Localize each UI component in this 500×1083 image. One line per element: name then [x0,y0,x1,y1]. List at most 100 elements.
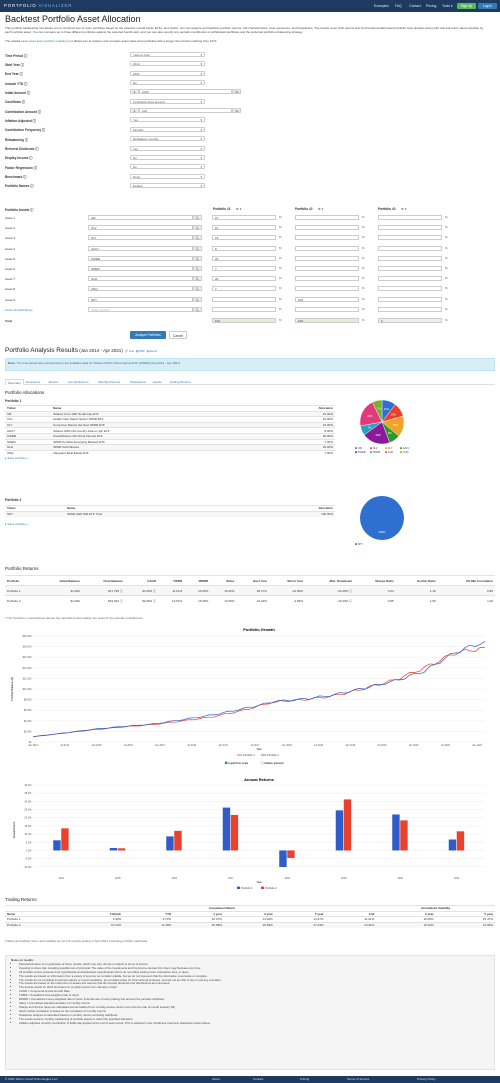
analyze-portfolios-button[interactable]: Analyze Portfolios [130,331,166,339]
save-portfolio2-link[interactable]: ▸ Save portfolio » [5,522,29,526]
nav-examples[interactable]: Examples [374,4,389,8]
nav-tools[interactable]: Tools ▾ [442,4,453,8]
search-icon[interactable]: 🔍︎ [193,235,202,241]
form-select[interactable]: Yes [130,117,205,123]
form-select[interactable]: None [130,173,205,179]
nav-contact[interactable]: Contact [409,4,421,8]
form-select[interactable]: 2014 [130,61,205,67]
tab-monthly-returns[interactable]: Monthly Returns [98,380,121,384]
allocation-input[interactable] [378,296,442,302]
allocation-input[interactable]: 7 [212,286,276,292]
allocation-input[interactable] [378,276,442,282]
info-icon[interactable]: ⓘ [31,118,36,123]
ticker-input[interactable]: Ticker symbol [88,306,193,312]
ticker-input[interactable]: IJR [88,215,193,220]
allocation-input[interactable]: 8 [212,245,276,251]
ticker-input[interactable]: KWEB [88,255,193,261]
portfolio1-gear-icon[interactable]: ⚙ ▾ [236,207,242,211]
cancel-button[interactable]: Cancel [169,331,187,339]
allocation-input[interactable] [212,306,276,312]
form-select[interactable]: No [130,80,205,85]
allocation-input[interactable] [378,266,442,271]
allocation-input[interactable] [295,306,359,312]
form-select[interactable]: No [130,164,205,170]
footer-pricing[interactable]: Pricing [300,1077,310,1081]
allocation-input[interactable] [295,255,359,261]
ticker-input[interactable]: XLV [88,225,193,231]
amount-input[interactable]: 1000 [139,89,232,95]
allocation-input[interactable] [378,306,442,312]
ticker-input[interactable]: VNQ [88,286,193,292]
link-icon[interactable]: 🔗 Link [124,349,134,353]
footer-contact[interactable]: Contact [253,1077,264,1081]
allocation-input[interactable] [378,235,442,241]
form-select[interactable]: Contribute fixed amount [130,98,205,104]
form-select[interactable]: Default [130,182,205,188]
info-icon[interactable]: ⓘ [18,72,23,77]
info-icon[interactable]: ⓘ [23,137,29,142]
footer-terms[interactable]: Terms of Service [347,1077,370,1081]
tab-annual-returns[interactable]: Annual Returns [67,380,89,384]
ticker-input[interactable]: XLY [88,235,193,241]
ticker-input[interactable]: SPY [88,296,193,302]
info-icon[interactable]: ⓘ [20,100,26,105]
search-icon[interactable]: 🔍︎ [193,306,202,312]
info-icon[interactable]: ⓘ [34,147,39,151]
info-icon[interactable]: ⓘ [23,53,28,58]
portfolio2-gear-icon[interactable]: ⚙ ▾ [318,207,324,211]
info-icon[interactable]: ⓘ [33,165,38,170]
allocation-input[interactable]: 20 [212,255,276,261]
allocation-input[interactable]: 20 [212,276,276,282]
allocation-input[interactable] [295,245,359,251]
form-select[interactable]: Year-to-Year [130,52,205,57]
info-icon[interactable]: ⓘ [26,90,31,95]
amount-input[interactable]: 100 [139,108,232,114]
nav-pricing[interactable]: Pricing [426,4,437,8]
allocation-input[interactable]: 15 [212,235,276,241]
allocation-input[interactable] [295,225,359,231]
allocation-input[interactable] [378,286,442,292]
form-select[interactable]: Yes [130,145,205,151]
info-icon[interactable]: ⓘ [36,109,42,114]
allocation-input[interactable] [295,276,359,282]
related-tool-link[interactable]: asset class level portfolio modeling too… [21,39,74,43]
allocation-input[interactable]: 10 [212,215,276,220]
log-scale-checkbox[interactable] [225,761,228,764]
tab-drawdowns[interactable]: Drawdowns [130,380,146,384]
allocation-input[interactable] [295,286,359,292]
login-button[interactable]: Log In [478,3,497,9]
nav-faq[interactable]: FAQ [395,4,402,8]
search-icon[interactable]: 🔍︎ [193,296,202,302]
form-select[interactable]: 2021 [130,70,205,76]
inflation-adjusted-checkbox[interactable] [260,761,264,765]
allocation-input[interactable] [295,266,359,271]
form-select[interactable]: Monthly [130,126,205,132]
search-icon[interactable]: 🔍︎ [193,276,202,282]
signup-button[interactable]: Sign Up [457,3,476,9]
allocation-input[interactable]: 10 [212,225,276,231]
save-portfolio1-link[interactable]: ▸ Save portfolio » [5,456,29,460]
search-icon[interactable]: 🔍︎ [193,215,202,220]
info-icon[interactable]: ⓘ [23,81,28,86]
allocation-input[interactable] [378,245,442,251]
search-icon[interactable]: 🔍︎ [193,255,202,261]
form-select[interactable]: No [130,154,205,160]
info-icon[interactable]: ⓘ [22,175,27,180]
tab-rolling-returns[interactable]: Rolling Returns [170,380,191,384]
tab-summary[interactable]: Summary [5,379,24,385]
search-icon[interactable]: 🔍︎ [193,266,202,271]
tab-metrics[interactable]: Metrics [48,380,59,384]
allocation-input[interactable] [295,215,359,220]
search-icon[interactable]: 🔍︎ [193,225,202,231]
allocation-input[interactable] [378,225,442,231]
brand-logo[interactable]: PORTFOLIO VISUALIZER [4,3,72,8]
excel-icon[interactable]: ▤ Excel [146,349,157,353]
allocation-input[interactable] [295,235,359,241]
info-icon[interactable]: ⓘ [30,208,34,212]
allocation-input[interactable]: 100 [295,296,359,302]
footer-about[interactable]: About [212,1077,220,1081]
info-icon[interactable]: ⓘ [41,128,46,133]
search-icon[interactable]: 🔍︎ [193,245,202,251]
tab-assets[interactable]: Assets [152,380,162,384]
allocation-input[interactable] [378,255,442,261]
